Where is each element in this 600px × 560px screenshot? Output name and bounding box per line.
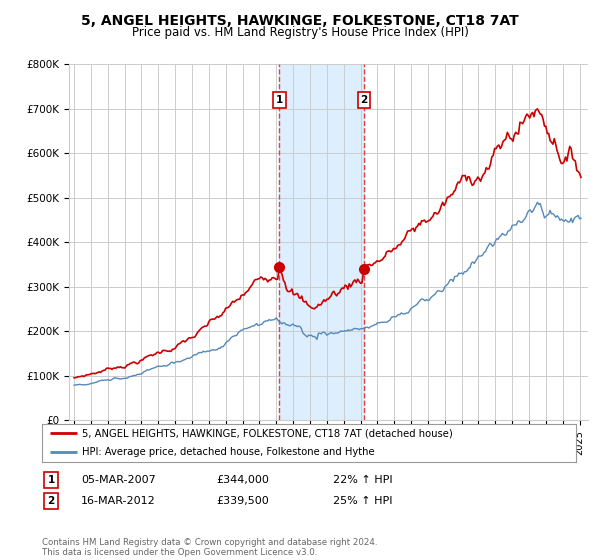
Text: £344,000: £344,000 [216,475,269,485]
Bar [279,64,364,420]
Text: 1: 1 [47,475,55,485]
Text: £339,500: £339,500 [216,496,269,506]
Text: 2: 2 [47,496,55,506]
Text: HPI: Average price, detached house, Folkestone and Hythe: HPI: Average price, detached house, Folk… [82,447,374,458]
Text: 16-MAR-2012: 16-MAR-2012 [81,496,156,506]
Text: 25% ↑ HPI: 25% ↑ HPI [333,496,392,506]
Text: 5, ANGEL HEIGHTS, HAWKINGE, FOLKESTONE, CT18 7AT (detached house): 5, ANGEL HEIGHTS, HAWKINGE, FOLKESTONE, … [82,428,453,438]
Text: 1: 1 [275,95,283,105]
Text: 05-MAR-2007: 05-MAR-2007 [81,475,156,485]
Text: 5, ANGEL HEIGHTS, HAWKINGE, FOLKESTONE, CT18 7AT: 5, ANGEL HEIGHTS, HAWKINGE, FOLKESTONE, … [81,14,519,28]
Text: 2: 2 [361,95,368,105]
Text: 22% ↑ HPI: 22% ↑ HPI [333,475,392,485]
Bar [580,64,588,420]
Text: Contains HM Land Registry data © Crown copyright and database right 2024.
This d: Contains HM Land Registry data © Crown c… [42,538,377,557]
Text: Price paid vs. HM Land Registry's House Price Index (HPI): Price paid vs. HM Land Registry's House … [131,26,469,39]
